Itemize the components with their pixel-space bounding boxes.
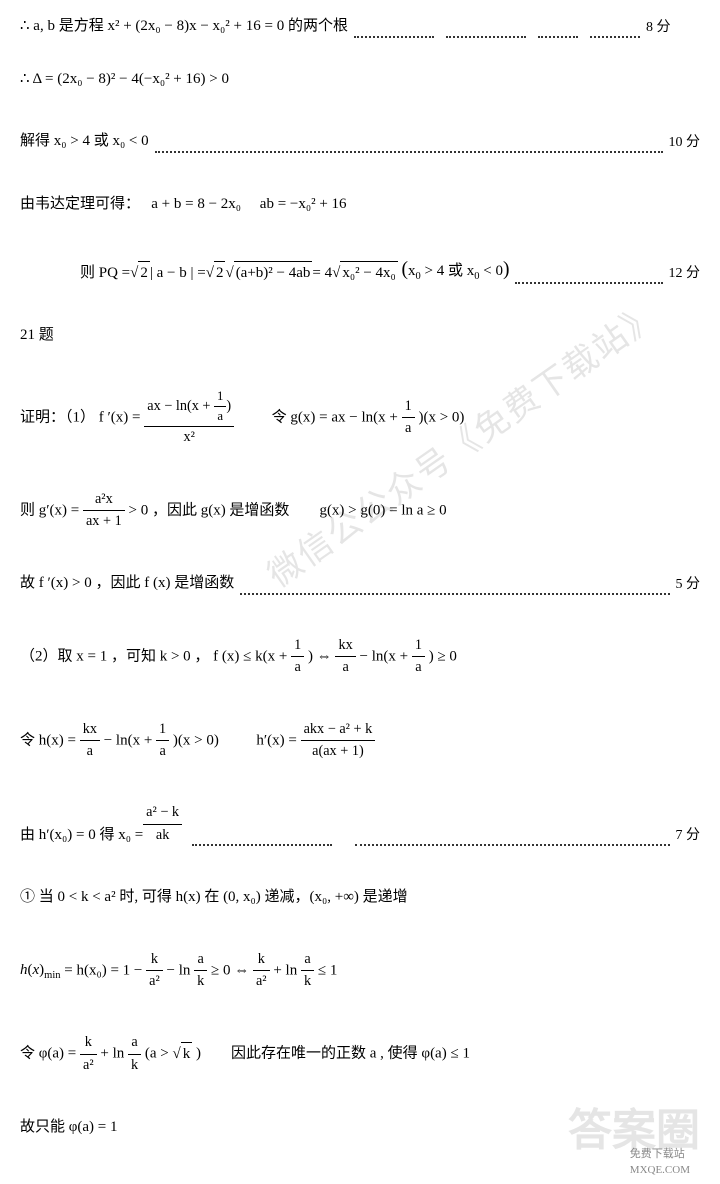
line-fprime-positive: 故 f ′(x) > 0 ，因此 f (x) 是增函数 5 分: [20, 572, 700, 595]
text: − ln(x +: [104, 732, 156, 748]
fprime-label: f ′(x) =: [99, 409, 144, 425]
score-label: 12 分: [669, 263, 701, 284]
eq-sum: a + b = 8 − 2x₀: [151, 196, 241, 212]
line-pq: 则 PQ = 2 | a − b | = 2 (a+b)² − 4ab = 4 …: [20, 255, 700, 284]
dotted-rule: [355, 835, 669, 846]
dotted-rule: [515, 273, 662, 284]
line-hmin: h(x)min = h(x₀) = 1 − ka² − ln ak ≥ 0 ⇔ …: [20, 949, 700, 993]
h-label: h(x)min: [20, 962, 61, 978]
fraction: kxa: [80, 719, 100, 763]
line-gprime: 则 g′(x) = a²xax + 1 > 0 ，因此 g(x) 是增函数 g(…: [20, 489, 700, 533]
label: 则 g′(x) =: [20, 502, 83, 518]
dotted-rule: [155, 142, 663, 153]
text: 则 PQ =: [80, 262, 130, 285]
line-solve-x0: 解得 x₀ > 4 或 x₀ < 0 10 分: [20, 130, 700, 153]
text: f (x) ≤ k(x +: [213, 648, 291, 664]
fraction: ak: [301, 949, 314, 993]
text: ) ≥ 0: [429, 648, 457, 664]
fraction: ka²: [146, 949, 163, 993]
text: + ln: [100, 1046, 128, 1062]
line-vieta: 由韦达定理可得： a + b = 8 − 2x₀ ab = −x₀² + 16: [20, 193, 700, 216]
text: 解得 x₀ > 4 或 x₀ < 0: [20, 130, 149, 153]
dotted-rule: [446, 27, 526, 38]
score-label: 5 分: [676, 574, 701, 595]
text: )(x > 0): [418, 409, 464, 425]
label: （2）取 x = 1 ，可知 k > 0 ，: [20, 648, 209, 664]
line-delta: ∴ Δ = (2x₀ − 8)² − 4(−x₀² + 16) > 0: [20, 68, 700, 91]
text: ∴ a, b 是方程 x² + (2x₀ − 8)x − x₀² + 16 = …: [20, 15, 348, 38]
g-def: 令 g(x) = ax − ln(x +: [272, 409, 402, 425]
label: 令 φ(a) =: [20, 1046, 80, 1062]
dotted-rule: [538, 27, 578, 38]
fraction: a²xax + 1: [83, 489, 125, 533]
fraction: 1a: [402, 396, 415, 440]
text: ≥ 0 ⇔: [211, 962, 253, 978]
text: 故只能 φ(a) = 1: [20, 1119, 118, 1135]
fraction: ax − ln(x + 1a) x²: [144, 387, 234, 449]
text: = h(x₀) = 1 −: [64, 962, 146, 978]
text: − ln(x +: [359, 648, 411, 664]
text: g(x) > g(0) = ln a ≥ 0: [319, 502, 446, 518]
line-phi-def: 令 φ(a) = ka² + ln ak (a > k ) 因此存在唯一的正数 …: [20, 1032, 700, 1076]
text: ∴ Δ = (2x₀ − 8)² − 4(−x₀² + 16) > 0: [20, 71, 229, 87]
sqrt-icon: k: [173, 1042, 193, 1066]
dotted-rule: [590, 27, 640, 38]
label: 证明：（1）: [20, 409, 95, 425]
label: 令 h(x) =: [20, 732, 80, 748]
score-label: 7 分: [676, 825, 701, 846]
fraction: akx − a² + ka(ax + 1): [301, 719, 376, 763]
watermark-url: 免费下载站 MXQE.COM: [630, 1146, 690, 1179]
text: )(x > 0): [173, 732, 219, 748]
text: > 0 ，因此 g(x) 是增函数: [128, 502, 289, 518]
label: 由 h′(x₀) = 0 得 x₀ =: [20, 824, 143, 847]
text: + ln: [273, 962, 301, 978]
label: 由韦达定理可得：: [20, 196, 140, 212]
line-proof1-fprime: 证明：（1） f ′(x) = ax − ln(x + 1a) x² 令 g(x…: [20, 387, 700, 449]
eq-product: ab = −x₀² + 16: [260, 196, 347, 212]
text: − ln: [166, 962, 194, 978]
fraction: ka²: [253, 949, 270, 993]
dotted-rule: [192, 835, 332, 846]
cond2: ): [196, 1046, 201, 1062]
text: 因此存在唯一的正数 a , 使得 φ(a) ≤ 1: [231, 1046, 470, 1062]
hprime-label: h′(x) =: [256, 732, 300, 748]
fraction: 1a: [156, 719, 169, 763]
line-h-def: 令 h(x) = kxa − ln(x + 1a )(x > 0) h′(x) …: [20, 719, 700, 763]
text: ≤ 1: [318, 962, 337, 978]
text: ① 当 0 < k < a² 时, 可得 h(x) 在 (0, x₀) 递减，(…: [20, 889, 408, 905]
sqrt-icon: 2: [206, 261, 226, 285]
line-hprime-zero: 由 h′(x₀) = 0 得 x₀ = a² − kak 7 分: [20, 802, 700, 846]
question-21-heading: 21 题: [20, 324, 700, 347]
condition: x0 > 4 或 x0 < 0: [408, 260, 503, 285]
fraction: 1a: [291, 635, 304, 679]
fraction: ak: [194, 949, 207, 993]
text: 故 f ′(x) > 0 ，因此 f (x) 是增函数: [20, 572, 234, 595]
fraction: ak: [128, 1032, 141, 1076]
fraction: ka²: [80, 1032, 97, 1076]
text: ) ⇔: [308, 648, 336, 664]
line-case1: ① 当 0 < k < a² 时, 可得 h(x) 在 (0, x₀) 递减，(…: [20, 886, 700, 909]
fraction: 1a: [412, 635, 425, 679]
sqrt-icon: x₀² − 4x₀: [332, 261, 398, 285]
line-phi-eq1: 故只能 φ(a) = 1: [20, 1116, 700, 1139]
line-part2: （2）取 x = 1 ，可知 k > 0 ， f (x) ≤ k(x + 1a …: [20, 635, 700, 679]
text: | a − b | =: [150, 262, 206, 285]
sqrt-icon: 2: [130, 261, 150, 285]
fraction: a² − kak: [143, 802, 182, 846]
sqrt-icon: (a+b)² − 4ab: [225, 261, 312, 285]
cond: (a >: [145, 1046, 173, 1062]
text: = 4: [312, 262, 332, 285]
line-roots-statement: ∴ a, b 是方程 x² + (2x₀ − 8)x − x₀² + 16 = …: [20, 15, 700, 38]
dotted-rule: [240, 584, 669, 595]
fraction: kxa: [335, 635, 355, 679]
score-label: 8 分: [646, 17, 671, 38]
dotted-rule: [354, 27, 434, 38]
score-label: 10 分: [669, 132, 701, 153]
